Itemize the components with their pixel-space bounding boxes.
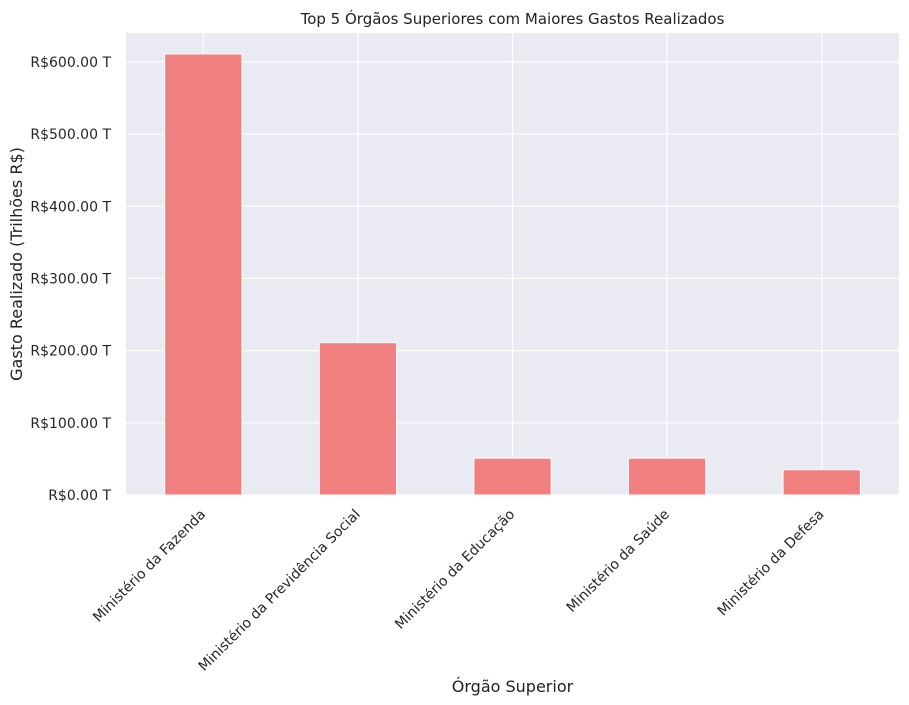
y-tick-label: R$600.00 T [30,55,111,71]
bars [164,53,861,496]
y-tick-label: R$100.00 T [30,416,111,432]
chart-title: Top 5 Órgãos Superiores com Maiores Gast… [300,9,725,28]
bar [473,457,552,496]
y-tick-label: R$400.00 T [30,199,111,215]
y-tick-label: R$0.00 T [48,488,111,504]
bar [318,342,398,496]
y-axis-ticks: R$0.00 T R$100.00 T R$200.00 T R$300.00 T R$… [30,55,111,504]
bar [627,457,707,496]
y-tick-label: R$200.00 T [30,344,111,360]
y-tick-label: R$500.00 T [30,127,111,143]
x-axis-label: Órgão Superior [452,677,574,696]
y-axis-label: Gasto Realizado (Trilhões R$) [7,147,26,381]
y-tick-label: R$300.00 T [30,271,111,287]
bar [782,469,861,496]
bar [164,53,243,496]
